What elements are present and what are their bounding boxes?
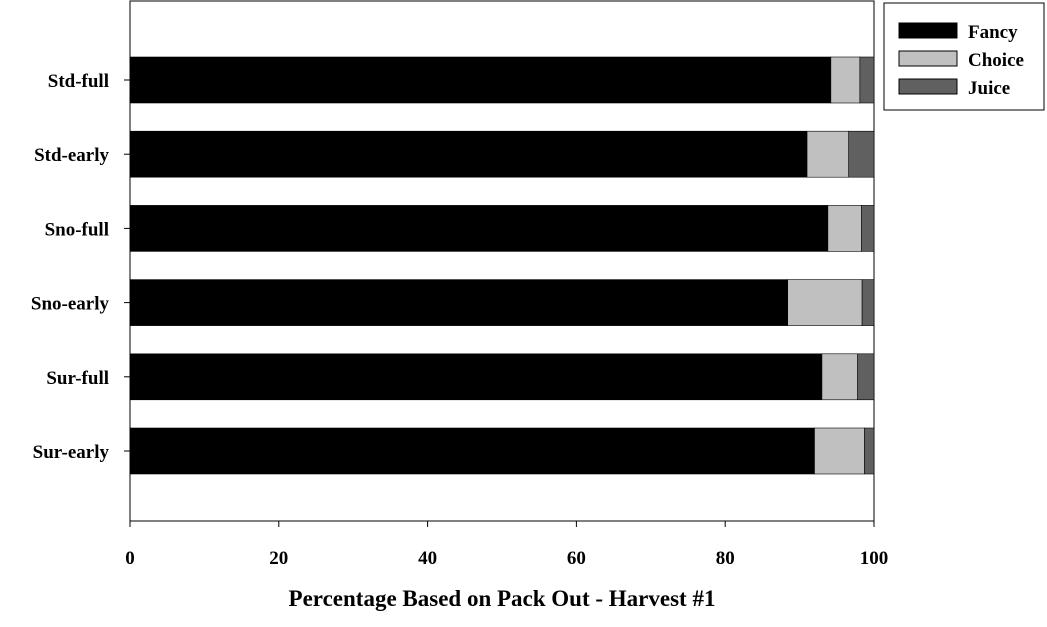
bar-fancy-std-full (129, 56, 832, 104)
category-label-sno-full: Sno-full (45, 219, 109, 240)
x-tick-label-40: 40 (418, 548, 437, 569)
legend-swatch-choice (898, 50, 958, 67)
bar-juice-sno-early (861, 279, 875, 326)
bar-juice-sno-full (861, 205, 875, 252)
bar-choice-sno-early (787, 279, 863, 326)
x-tick-label-20: 20 (269, 548, 288, 569)
x-tick-label-0: 0 (125, 548, 135, 569)
bar-choice-sur-early (814, 427, 865, 475)
bar-fancy-std-early (129, 130, 808, 178)
category-label-sur-early: Sur-early (33, 442, 110, 463)
bar-choice-sur-full (821, 353, 858, 401)
x-axis-label: Percentage Based on Pack Out - Harvest #… (289, 586, 716, 611)
bar-juice-sur-early (864, 427, 875, 475)
bar-choice-std-early (806, 130, 850, 178)
x-tick-label-100: 100 (860, 548, 889, 569)
category-label-std-early: Std-early (34, 145, 109, 166)
category-label-std-full: Std-full (48, 71, 109, 92)
x-tick-label-80: 80 (716, 548, 735, 569)
legend: Fancy Choice Juice (883, 2, 1045, 111)
bar-choice-sno-full (827, 205, 862, 252)
category-labels: Std-full Std-early Sno-full Sno-early Sur-fu… (31, 71, 130, 463)
legend-label-choice: Choice (968, 50, 1024, 71)
legend-swatch-fancy (898, 22, 958, 39)
bar-juice-std-full (859, 56, 875, 104)
legend-label-fancy: Fancy (968, 22, 1018, 43)
bar-fancy-sur-full (129, 353, 823, 401)
legend-label-juice: Juice (968, 78, 1010, 99)
bar-fancy-sno-early (129, 279, 788, 326)
category-label-sur-full: Sur-full (46, 368, 109, 389)
bars-group (129, 56, 875, 475)
bar-choice-std-full (830, 56, 861, 104)
bar-fancy-sno-full (129, 205, 829, 252)
bar-fancy-sur-early (129, 427, 815, 475)
x-axis: 0 20 40 60 80 100 (125, 521, 888, 569)
bar-juice-std-early (848, 130, 875, 178)
x-tick-label-60: 60 (567, 548, 586, 569)
bar-juice-sur-full (857, 353, 875, 401)
category-label-sno-early: Sno-early (31, 294, 110, 315)
legend-swatch-juice (898, 78, 958, 95)
